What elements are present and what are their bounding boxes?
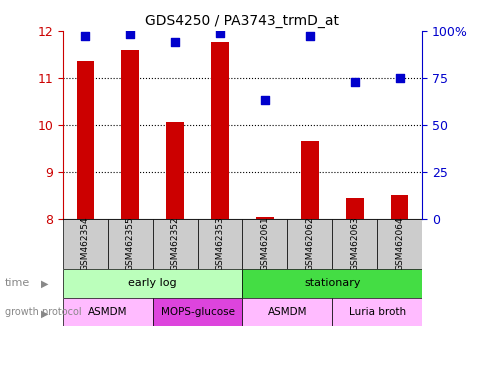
Bar [376, 219, 421, 269]
Point [395, 74, 403, 81]
Point [126, 31, 134, 38]
Bar [332, 219, 376, 269]
Bar [211, 43, 228, 219]
Point [171, 39, 179, 45]
Point [350, 78, 358, 84]
Bar [152, 219, 197, 269]
Bar [345, 198, 363, 219]
Text: Luria broth: Luria broth [348, 307, 405, 317]
Text: MOPS-glucose: MOPS-glucose [160, 307, 234, 317]
Bar [63, 219, 107, 269]
Bar [390, 195, 408, 219]
Bar [287, 219, 332, 269]
Bar [63, 269, 242, 298]
Point [260, 97, 268, 103]
Bar [256, 217, 273, 219]
Text: stationary: stationary [303, 278, 360, 288]
Bar [197, 219, 242, 269]
Bar [107, 219, 152, 269]
Text: GSM462354: GSM462354 [81, 217, 90, 271]
Text: GSM462352: GSM462352 [170, 217, 180, 271]
Text: GSM462061: GSM462061 [260, 217, 269, 271]
Bar [121, 50, 139, 219]
Text: GSM462353: GSM462353 [215, 217, 224, 271]
Bar [332, 298, 421, 326]
Text: GSM462062: GSM462062 [304, 217, 314, 271]
Text: growth protocol: growth protocol [5, 307, 81, 317]
Text: GSM462355: GSM462355 [125, 217, 135, 271]
Point [305, 33, 313, 40]
Bar [300, 141, 318, 219]
Bar [63, 298, 152, 326]
Point [216, 30, 224, 36]
Bar [242, 298, 332, 326]
Text: GSM462064: GSM462064 [394, 217, 403, 271]
Text: ▶: ▶ [41, 309, 48, 319]
Text: ASMDM: ASMDM [88, 307, 127, 317]
Title: GDS4250 / PA3743_trmD_at: GDS4250 / PA3743_trmD_at [145, 14, 339, 28]
Point [81, 33, 89, 40]
Bar [242, 269, 421, 298]
Text: early log: early log [128, 278, 177, 288]
Bar [242, 219, 287, 269]
Text: ▶: ▶ [41, 278, 48, 288]
Text: ASMDM: ASMDM [267, 307, 306, 317]
Text: GSM462063: GSM462063 [349, 217, 359, 271]
Bar [166, 122, 184, 219]
Bar [152, 298, 242, 326]
Bar [76, 61, 94, 219]
Text: time: time [5, 278, 30, 288]
